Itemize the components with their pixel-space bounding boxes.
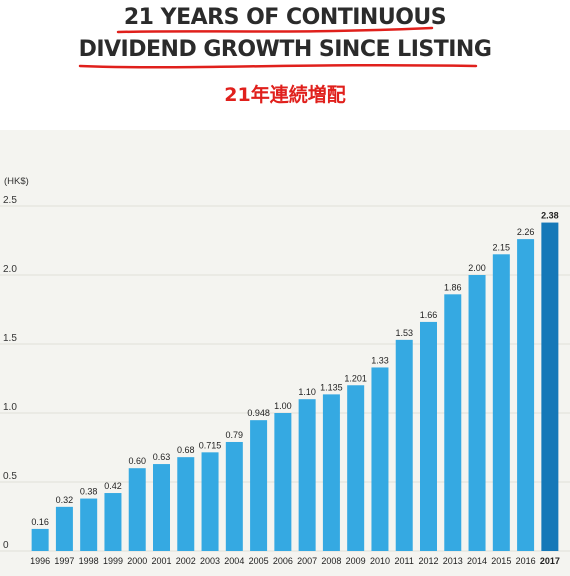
title-line-1: 21 YEARS OF CONTINUOUS [123,5,447,30]
x-tick-label: 2010 [370,556,390,566]
x-tick-label: 2014 [467,556,487,566]
bar [322,394,340,551]
x-tick-label: 2001 [151,556,171,566]
bar [541,222,559,551]
bar [31,528,49,551]
bar [250,420,268,551]
data-label: 0.948 [247,408,270,418]
x-tick-label: 2017 [540,556,560,566]
data-label: 1.00 [274,401,292,411]
bar [298,399,316,551]
data-label: 0.42 [104,481,122,491]
bar [153,464,170,551]
x-tick-label: 2000 [127,556,147,566]
bar [55,506,73,551]
bar [371,367,389,551]
x-tick-label: 2013 [443,556,463,566]
x-tick-label: 2007 [297,556,317,566]
data-label: 2.38 [541,211,559,221]
x-tick-label: 2004 [224,556,244,566]
x-tick-label: 2006 [273,556,293,566]
bar [274,413,292,551]
data-label: 1.33 [371,355,389,365]
bar [177,457,195,551]
data-label: 1.135 [320,382,343,392]
y-tick-label: 2.5 [3,195,17,206]
bar [80,498,98,551]
x-tick-label: 2012 [418,556,438,566]
x-tick-label: 1997 [54,556,74,566]
bar-chart: (HK$) 0 0.5 1.0 1.5 2.0 2.5 0.16 1996 0.32 1997 0.3… [0,176,570,566]
bar [347,385,365,551]
x-tick-label: 2009 [346,556,366,566]
bar [104,493,122,551]
data-label: 2.15 [493,242,511,252]
data-label: 0.63 [153,452,171,462]
bar [420,321,437,551]
bar [128,468,146,551]
data-label: 0.38 [80,487,98,497]
title-line-2: DIVIDEND GROWTH SINCE LISTING [78,37,492,62]
y-tick-label: 0.5 [3,471,17,482]
x-tick-label: 1999 [103,556,123,566]
data-label: 1.201 [344,373,367,383]
data-label: 0.79 [226,430,244,440]
data-label: 0.68 [177,445,195,455]
data-label: 2.26 [517,227,535,237]
y-axis-label: (HK$) [4,176,29,187]
x-tick-label: 2015 [491,556,511,566]
bar [468,275,486,551]
underline-2 [78,63,478,69]
subtitle-japanese: 21年連続増配 [224,84,346,106]
handwritten-underlines [78,26,478,69]
data-label: 1.10 [298,387,316,397]
data-label: 1.86 [444,282,462,292]
y-tick-label: 1.0 [3,402,17,413]
y-tick-label: 0 [3,540,9,551]
data-label: 1.53 [395,328,413,338]
x-tick-label: 2008 [321,556,341,566]
y-tick-label: 2.0 [3,264,17,275]
data-label: 2.00 [468,263,486,273]
bar [492,254,510,552]
x-tick-label: 2002 [176,556,196,566]
header: 21 YEARS OF CONTINUOUS DIVIDEND GROWTH S… [0,0,570,130]
x-tick-label: 2005 [249,556,269,566]
x-tick-label: 2016 [516,556,536,566]
data-label: 0.32 [56,495,74,505]
data-label: 0.715 [199,440,222,450]
bar [395,339,413,551]
bar [444,294,462,551]
bar [225,441,243,551]
bar [517,239,535,551]
x-tick-label: 2003 [200,556,220,566]
underline-1 [116,26,434,34]
x-tick-label: 1998 [79,556,99,566]
chart-area: (HK$) 0 0.5 1.0 1.5 2.0 2.5 0.16 1996 0.32 1997 0.3… [0,130,570,576]
data-label: 0.16 [31,517,49,527]
x-tick-label: 2011 [395,556,414,566]
y-tick-label: 1.5 [3,333,17,344]
data-label: 1.66 [420,310,438,320]
bar [201,452,219,551]
x-tick-label: 1996 [30,556,50,566]
data-label: 0.60 [128,456,146,466]
